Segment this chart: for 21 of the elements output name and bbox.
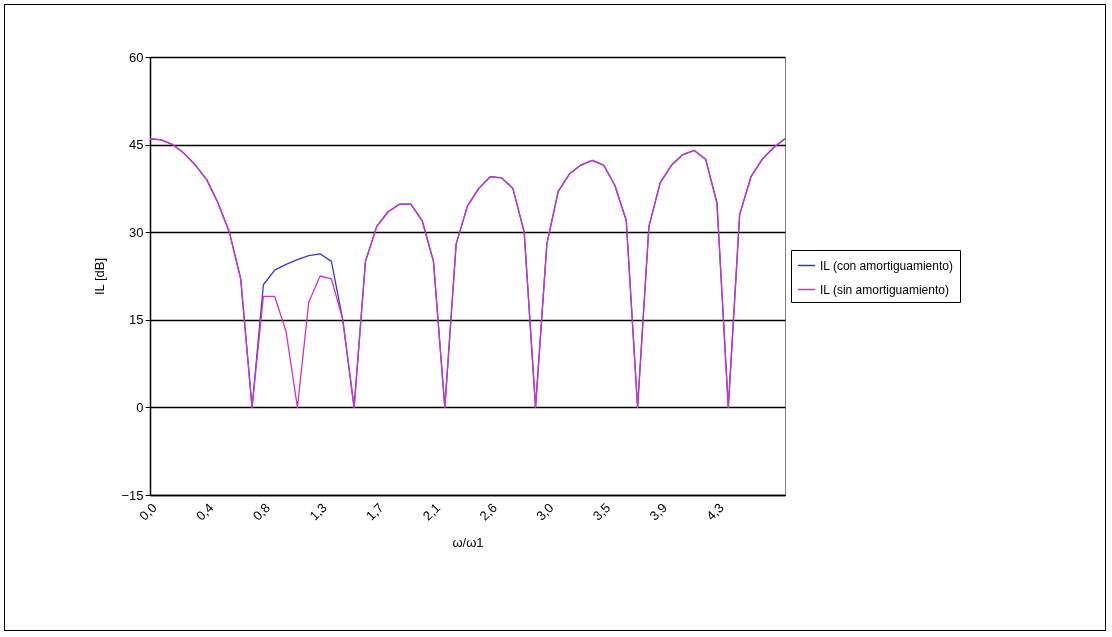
y-tick-label: 0: [136, 399, 144, 415]
y-axis-title: IL [dB]: [92, 257, 108, 296]
x-tick-label: 3,9: [646, 500, 670, 524]
x-tick-label: 0,0: [136, 500, 160, 524]
x-tick-label: 1,3: [306, 500, 330, 524]
y-tick-label: 30: [129, 224, 144, 240]
x-tick-label: 3,0: [533, 500, 557, 524]
x-tick-label: 2,6: [476, 500, 500, 524]
legend-label: IL (con amortiguamiento): [820, 258, 953, 273]
y-tick-label: 15: [129, 312, 144, 328]
legend-label: IL (sin amortiguamiento): [820, 282, 949, 297]
x-tick-label: 4,3: [703, 500, 727, 524]
x-tick-label: 1,7: [363, 500, 387, 524]
x-tick-label: 3,5: [589, 500, 614, 524]
x-tick-label: 0,8: [249, 500, 274, 524]
x-tick-label: 0,4: [193, 500, 217, 524]
x-tick-label: 2,1: [419, 500, 444, 524]
y-tick-label: −15: [121, 487, 144, 503]
y-tick-label: 60: [129, 49, 144, 65]
x-axis-title: ω/ω1: [452, 535, 484, 551]
y-tick-label: 45: [129, 137, 144, 153]
